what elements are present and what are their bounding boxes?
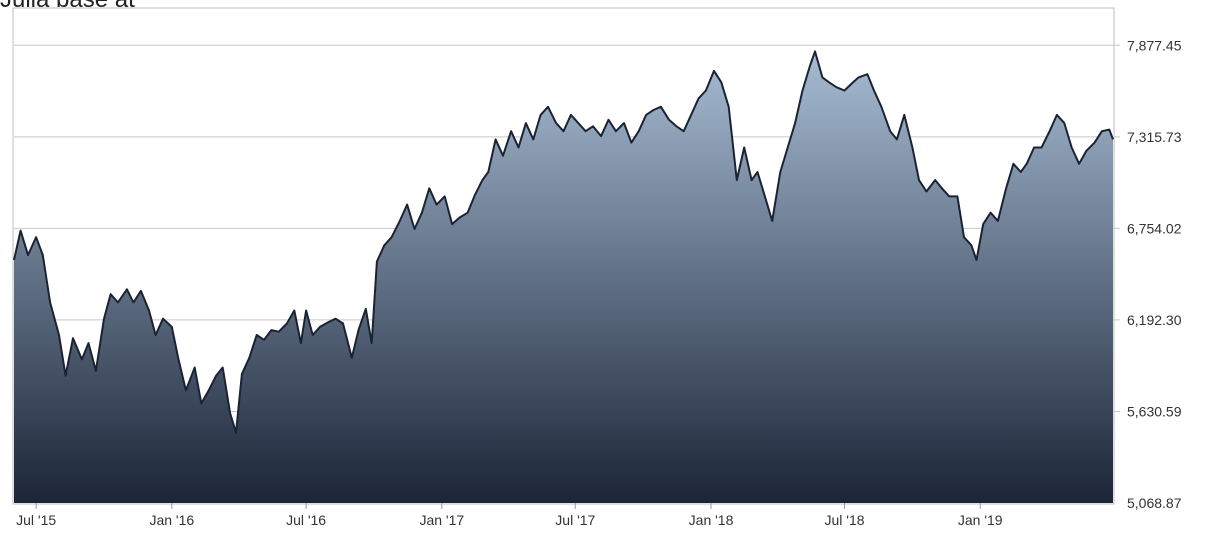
x-tick-label: Jul '17 — [555, 512, 595, 528]
y-tick-label: 6,754.02 — [1127, 220, 1182, 236]
y-tick-label: 6,192.30 — [1127, 312, 1182, 328]
x-tick-label: Jan '16 — [149, 512, 194, 528]
x-tick-label: Jan '17 — [419, 512, 464, 528]
y-tick-label: 5,630.59 — [1127, 403, 1182, 419]
y-tick-label: 5,068.87 — [1127, 495, 1182, 511]
y-tick-label: 7,315.73 — [1127, 129, 1182, 145]
x-tick-label: Jan '18 — [689, 512, 734, 528]
series-line — [13, 50, 1114, 434]
x-tick-label: Jul '18 — [825, 512, 865, 528]
x-tick-label: Jan '19 — [958, 512, 1003, 528]
x-tick-label: Jul '15 — [16, 512, 56, 528]
series-area-fill — [14, 51, 1113, 504]
x-axis-ticks: Jul '15 Jan '16 Jul '16 Jan '17 Jul '17 Jan '… — [16, 503, 1003, 528]
y-axis-ticks: 5,068.87 5,630.59 6,192.30 6,754.02 7,315.73… — [1127, 37, 1182, 511]
x-tick-label: Jul '16 — [286, 512, 326, 528]
y-tick-label: 7,877.45 — [1127, 37, 1182, 53]
